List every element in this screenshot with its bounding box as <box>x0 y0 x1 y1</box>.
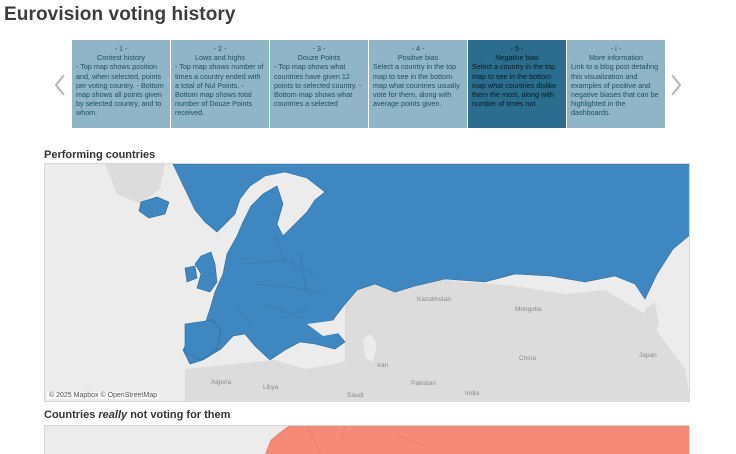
place-label: Saudi <box>347 392 364 399</box>
land-africa-middle-east <box>185 352 463 401</box>
story-point-heading: Lows and highs <box>195 53 245 63</box>
story-point-text: - Top map shows position and, when selec… <box>76 62 164 118</box>
black-sea <box>307 320 345 336</box>
chevron-left-icon <box>54 74 65 96</box>
story-point-number: - 5 - <box>510 44 524 53</box>
map-attribution[interactable]: © 2025 Mapbox © OpenStreetMap <box>47 392 159 399</box>
map-canvas <box>105 164 689 401</box>
story-point-heading: Contest history <box>97 53 145 63</box>
iberia <box>184 319 222 361</box>
not-voting-map[interactable] <box>44 425 690 454</box>
story-point-heading: Douze Points <box>297 53 341 63</box>
heading-text: not voting for them <box>127 409 231 421</box>
story-point-text: Select a country in the top map to see i… <box>472 62 557 109</box>
performing-countries-map[interactable]: Kazakhstan Mongolia China Japan Iran Pak… <box>44 163 690 402</box>
place-label: Kazakhstan <box>417 296 451 303</box>
story-point-2[interactable]: - 2 - Lows and highs - Top map shows num… <box>171 40 269 128</box>
story-point-number: - 4 - <box>411 44 425 53</box>
performing-region <box>172 164 689 365</box>
ireland <box>184 265 198 283</box>
next-story-button[interactable] <box>668 72 684 98</box>
story-point-text: Select a country in the top map to see i… <box>373 62 460 109</box>
story-point-3[interactable]: - 3 - Douze Points - Top map shows what … <box>270 40 368 128</box>
place-label: Iran <box>377 362 389 369</box>
story-point-text: - Top map shows number of times a countr… <box>175 62 264 118</box>
story-point-text: - Top map shows what countries have give… <box>274 62 362 109</box>
story-point-number: - i - <box>610 44 622 53</box>
place-label: Pakistan <box>411 380 436 387</box>
place-label: Japan <box>639 352 657 359</box>
land-greenland <box>105 164 165 204</box>
page-title: Eurovision voting history <box>4 4 236 25</box>
negative-region <box>265 426 689 454</box>
story-point-4[interactable]: - 4 - Positive bias Select a country in … <box>369 40 467 128</box>
chevron-right-icon <box>671 74 682 96</box>
story-point-1[interactable]: - 1 - Contest history - Top map shows po… <box>72 40 170 128</box>
heading-emphasis: really <box>98 409 128 421</box>
story-point-heading: Negative bias <box>495 53 539 63</box>
prev-story-button[interactable] <box>52 72 68 98</box>
japan <box>643 302 659 342</box>
place-label: Algeria <box>211 379 232 386</box>
not-voting-countries-heading: Countries really not voting for them <box>44 409 230 421</box>
story-point-text: Link to a blog post detailing this visua… <box>571 62 659 118</box>
story-point-info[interactable]: - i - More information Link to a blog po… <box>567 40 665 128</box>
uk <box>194 251 218 293</box>
iceland <box>138 196 170 219</box>
story-point-number: - 2 - <box>213 44 227 53</box>
land-asia <box>345 276 689 401</box>
story-point-number: - 1 - <box>114 44 128 53</box>
heading-text: Countries <box>44 409 99 421</box>
performing-countries-heading: Performing countries <box>44 149 156 161</box>
place-label: India <box>465 390 480 397</box>
place-label: Libya <box>263 384 279 391</box>
map-canvas <box>265 426 689 454</box>
story-points: - 1 - Contest history - Top map shows po… <box>72 40 665 128</box>
place-label: China <box>519 355 536 362</box>
caspian-sea <box>363 334 377 362</box>
place-label: Mongolia <box>515 306 542 313</box>
story-point-number: - 3 - <box>312 44 326 53</box>
story-point-5[interactable]: - 5 - Negative bias Select a country in … <box>468 40 566 128</box>
story-point-heading: Positive bias <box>397 53 439 63</box>
story-point-heading: More information <box>589 53 643 63</box>
